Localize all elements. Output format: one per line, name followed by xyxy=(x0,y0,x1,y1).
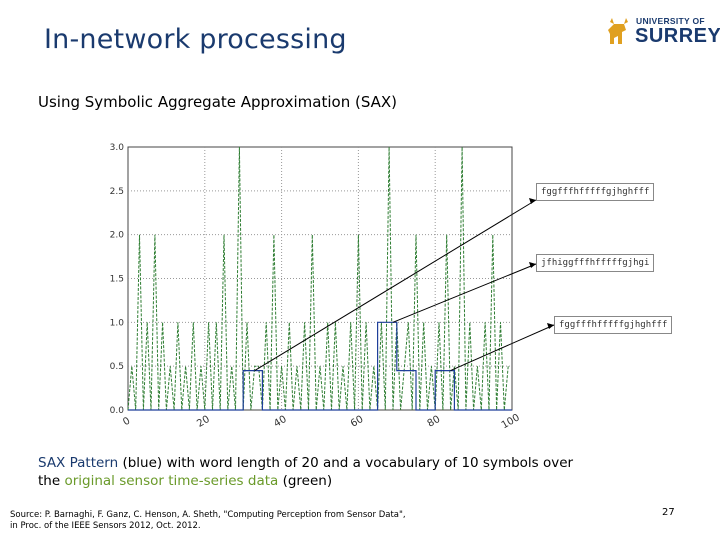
y-tick-label: 1.0 xyxy=(110,318,125,328)
y-tick-label: 3.0 xyxy=(110,143,125,153)
page-number: 27 xyxy=(662,507,675,518)
x-tick-label: 20 xyxy=(195,414,212,430)
callout-line xyxy=(254,199,537,371)
figure-caption: SAX Pattern (blue) with word length of 2… xyxy=(38,454,598,490)
callout-line xyxy=(450,324,555,372)
caption-end: (green) xyxy=(278,473,333,489)
x-tick-label: 0 xyxy=(121,415,132,428)
y-tick-label: 2.0 xyxy=(110,231,125,241)
university-logo: UNIVERSITY OF SURREY xyxy=(604,14,720,52)
slide-title: In-network processing xyxy=(44,24,347,55)
sax-label-1: fggfffhfffffgjhghfff xyxy=(536,183,655,201)
sax-label-3: fggfffhfffffgjhghfff xyxy=(554,316,673,334)
x-tick-label: 40 xyxy=(272,414,289,430)
source-line-2: in Proc. of the IEEE Sensors 2012, Oct. … xyxy=(10,521,201,531)
callout-arrowhead xyxy=(529,262,536,268)
y-tick-label: 2.5 xyxy=(110,187,124,197)
caption-raw-data: original sensor time-series data xyxy=(64,473,279,489)
slide-subtitle: Using Symbolic Aggregate Approximation (… xyxy=(38,93,398,111)
x-tick-label: 80 xyxy=(426,414,443,430)
source-citation: Source: P. Barnaghi, F. Ganz, C. Henson,… xyxy=(10,510,406,532)
caption-sax-pattern: SAX Pattern xyxy=(38,455,119,471)
sax-label-2: jfhiggfffhfffffgjhgi xyxy=(536,254,655,272)
sax-series-line xyxy=(128,321,512,411)
stag-crest-icon xyxy=(608,18,628,44)
source-line-1: Source: P. Barnaghi, F. Ganz, C. Henson,… xyxy=(10,510,406,520)
callout-arrowhead xyxy=(547,323,554,329)
x-tick-label: 60 xyxy=(349,414,366,430)
caption-text: (blue) with word length of 20 and a voca… xyxy=(38,455,574,489)
y-tick-label: 1.5 xyxy=(110,275,124,285)
callout-line xyxy=(392,263,537,323)
raw-series-line xyxy=(127,146,509,411)
y-tick-label: 0.0 xyxy=(110,406,125,416)
logo-text-line1: UNIVERSITY OF xyxy=(636,16,705,26)
x-tick-label: 100 xyxy=(500,412,522,431)
callout-arrowhead xyxy=(529,198,536,204)
logo-text-line2: SURREY xyxy=(635,25,720,47)
y-tick-label: 0.5 xyxy=(110,362,124,372)
